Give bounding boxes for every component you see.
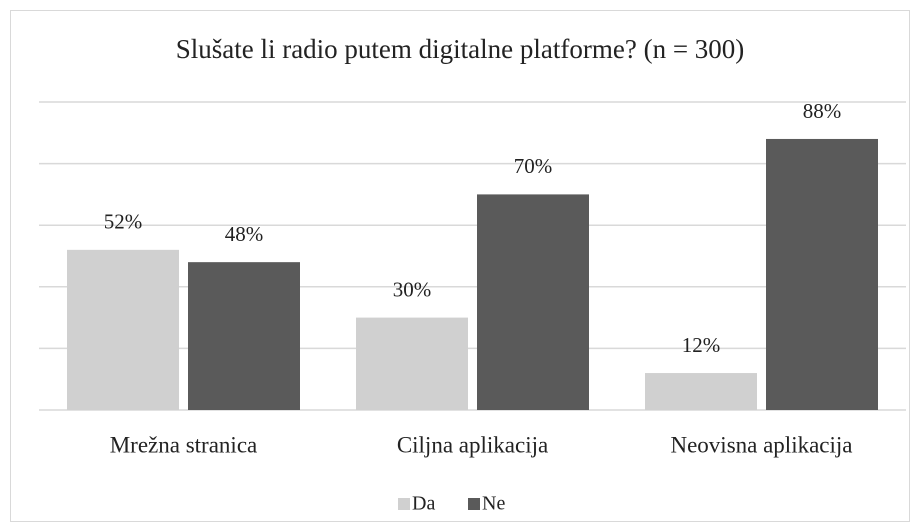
data-label: 70% bbox=[514, 154, 553, 178]
legend-label: Ne bbox=[482, 493, 505, 515]
legend-swatch bbox=[398, 498, 410, 510]
bar bbox=[477, 194, 589, 410]
chart-title: Slušate li radio putem digitalne platfor… bbox=[176, 34, 745, 64]
legend-label: Da bbox=[412, 493, 435, 515]
x-tick-label: Neovisna aplikacija bbox=[670, 432, 852, 457]
bar bbox=[356, 317, 468, 410]
bar bbox=[188, 262, 300, 410]
bar bbox=[766, 138, 878, 410]
legend-swatch bbox=[468, 498, 480, 510]
data-label: 48% bbox=[225, 222, 264, 246]
bar bbox=[645, 373, 757, 410]
bar bbox=[67, 249, 179, 410]
x-tick-label: Mrežna stranica bbox=[110, 432, 258, 457]
data-label: 52% bbox=[104, 210, 143, 234]
data-label: 30% bbox=[393, 277, 432, 301]
data-label: 12% bbox=[682, 333, 721, 357]
data-label: 88% bbox=[803, 99, 842, 123]
x-tick-label: Ciljna aplikacija bbox=[397, 432, 548, 457]
